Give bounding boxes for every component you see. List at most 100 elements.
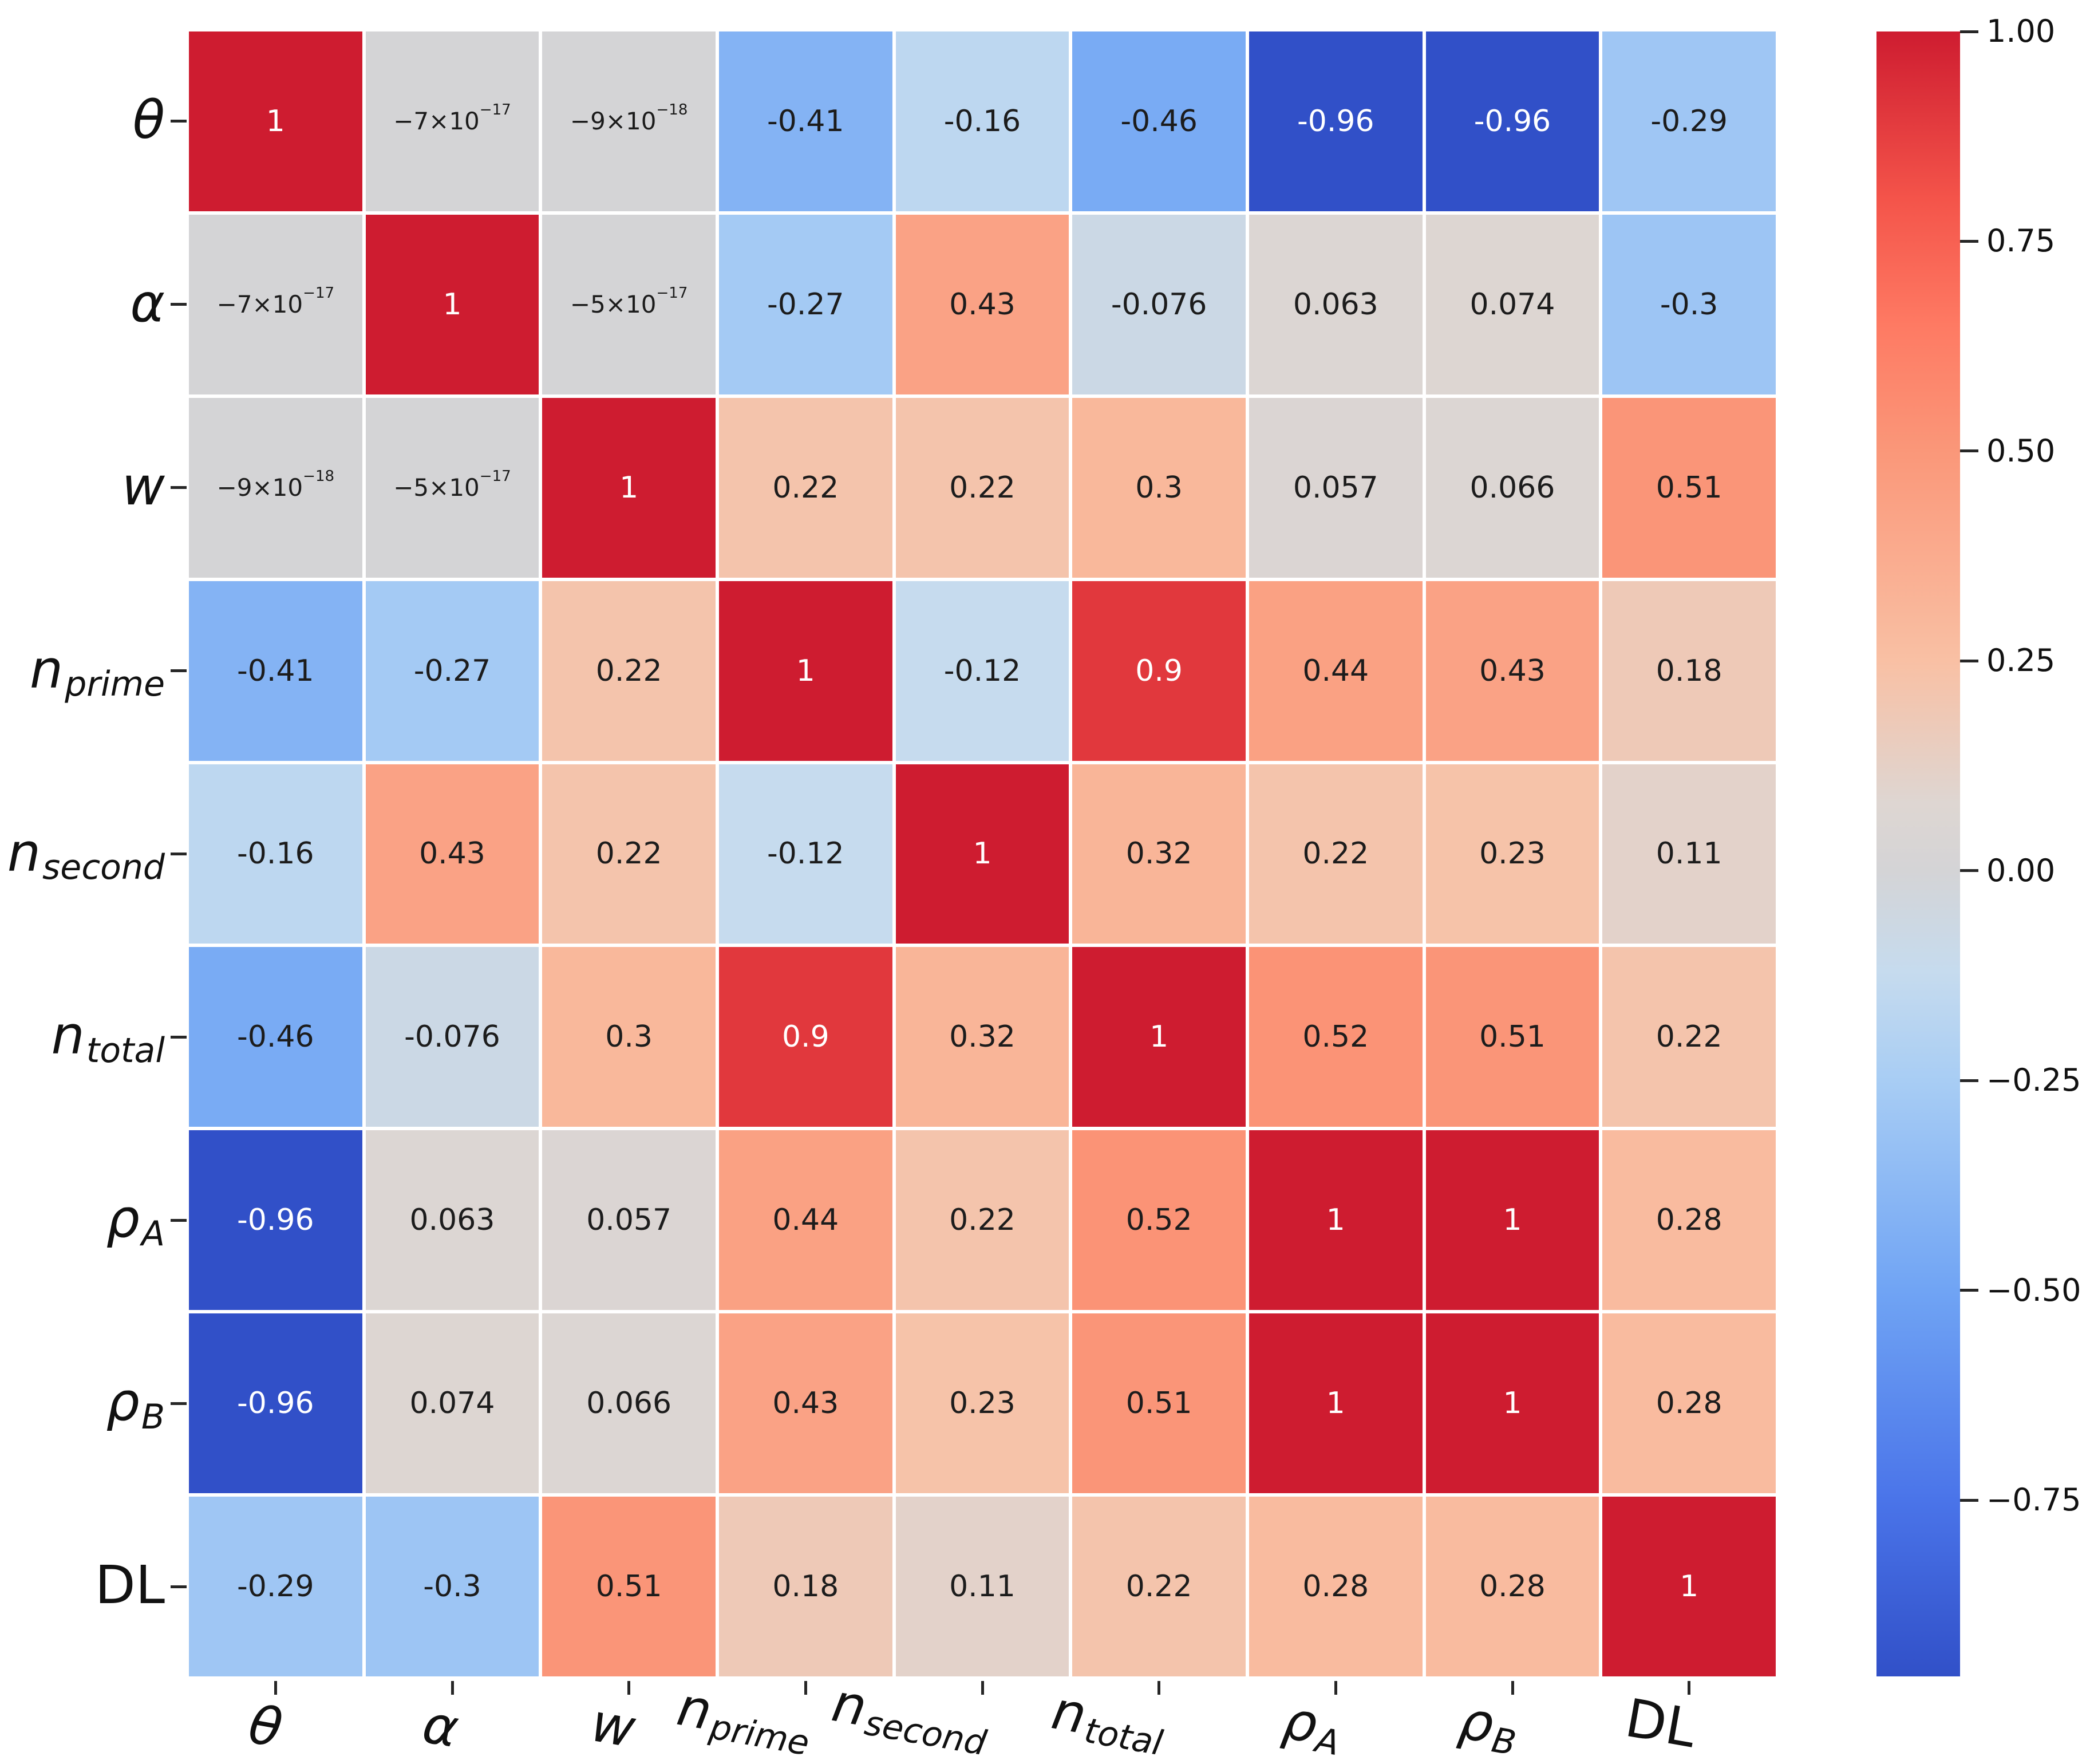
cell-value: 0.28 xyxy=(1656,1386,1722,1421)
cell-value: 0.43 xyxy=(949,287,1016,322)
cell-value: 1 xyxy=(1503,1203,1522,1238)
heatmap-cell: 0.3 xyxy=(542,947,716,1127)
heatmap-grid: 1 −7×10−17 −9×10−18 -0.41 -0.16 -0.46 -0.96 -0.… xyxy=(189,31,1776,1676)
x-tick xyxy=(1157,1681,1161,1695)
cell-value: 0.11 xyxy=(1656,836,1722,871)
cell-value: 0.22 xyxy=(949,1203,1016,1238)
cell-value: -0.27 xyxy=(413,653,491,688)
cell-value: 0.52 xyxy=(1125,1203,1192,1238)
heatmap-cell: 0.066 xyxy=(542,1313,716,1494)
heatmap-cell: 0.22 xyxy=(1249,764,1423,944)
cell-value-exponent: −17 xyxy=(656,284,688,302)
heatmap-cell: 1 xyxy=(1249,1130,1423,1311)
cell-value: −7×10−17 xyxy=(216,284,335,319)
axis-label-subscript: A xyxy=(1312,1720,1343,1764)
cell-value-exponent: −17 xyxy=(303,284,335,302)
heatmap-cell: -0.12 xyxy=(895,581,1069,761)
heatmap-cell: 0.22 xyxy=(542,581,716,761)
heatmap-cell: -0.076 xyxy=(1072,214,1246,394)
heatmap-cell: -0.41 xyxy=(189,581,362,761)
heatmap-cell: 0.28 xyxy=(1602,1130,1776,1311)
axis-label-base: n xyxy=(29,638,64,700)
heatmap-cell: −7×10−17 xyxy=(189,214,362,394)
axis-label-subscript: second xyxy=(42,847,165,887)
cell-value: 0.074 xyxy=(1469,287,1555,322)
cell-value: -0.076 xyxy=(404,1020,500,1055)
y-tick xyxy=(171,1402,187,1405)
heatmap-cell: -0.27 xyxy=(365,581,539,761)
colorbar-tick-label: 0.75 xyxy=(1986,223,2056,259)
cell-value: 0.44 xyxy=(1302,653,1369,688)
cell-value: 0.52 xyxy=(1302,1020,1369,1055)
cell-value-exponent: −17 xyxy=(479,101,511,119)
heatmap-cell: -0.16 xyxy=(189,764,362,944)
heatmap-cell: 0.43 xyxy=(895,214,1069,394)
heatmap-cell: 0.9 xyxy=(1072,581,1246,761)
cell-value: 0.22 xyxy=(595,653,662,688)
heatmap-cell: 1 xyxy=(1249,1313,1423,1494)
cell-value: 1 xyxy=(1326,1203,1345,1238)
axis-label-subscript: total xyxy=(86,1030,165,1071)
cell-value: -0.29 xyxy=(237,1569,314,1604)
cell-value: 0.22 xyxy=(1125,1569,1192,1604)
heatmap-cell: 0.43 xyxy=(365,764,539,944)
colorbar-tick-label: 0.50 xyxy=(1986,432,2056,469)
cell-value: 0.074 xyxy=(409,1386,495,1421)
cell-value: 0.18 xyxy=(1656,653,1722,688)
cell-value: 0.066 xyxy=(1469,470,1555,505)
cell-value: 0.063 xyxy=(409,1203,495,1238)
heatmap-cell: −5×10−17 xyxy=(542,214,716,394)
axis-label-base: w xyxy=(587,1692,641,1760)
x-tick xyxy=(1334,1681,1337,1695)
heatmap-cell: 0.18 xyxy=(718,1497,892,1676)
cell-value: -0.3 xyxy=(423,1569,481,1604)
y-axis-label: α xyxy=(130,277,165,330)
axis-label-base: θ xyxy=(244,1694,287,1760)
heatmap-cell: 1 xyxy=(718,581,892,761)
heatmap-cell: 0.44 xyxy=(718,1130,892,1311)
heatmap-cell: 0.51 xyxy=(1602,397,1776,578)
cell-value: 0.22 xyxy=(1302,836,1369,871)
heatmap-cell: -0.41 xyxy=(718,31,892,211)
colorbar-gradient xyxy=(1876,31,1960,1676)
heatmap-cell: 0.22 xyxy=(1602,947,1776,1127)
heatmap-cell: -0.96 xyxy=(189,1313,362,1494)
x-tick xyxy=(451,1681,454,1695)
y-tick xyxy=(171,1035,187,1039)
cell-value: −7×10−17 xyxy=(393,101,511,136)
y-tick xyxy=(171,120,187,123)
x-axis-label: θ xyxy=(244,1694,287,1759)
x-axis-label: w xyxy=(587,1692,640,1759)
cell-value: −9×10−18 xyxy=(570,101,688,136)
heatmap-cell: 0.52 xyxy=(1072,1130,1246,1311)
x-axis-label: α xyxy=(418,1694,463,1760)
cell-value: 0.3 xyxy=(1135,470,1183,505)
cell-value: 0.18 xyxy=(772,1569,839,1604)
axis-label-subscript: A xyxy=(141,1213,165,1254)
cell-value-exponent: −18 xyxy=(303,467,335,485)
cell-value: -0.41 xyxy=(767,104,844,139)
y-tick xyxy=(171,853,187,855)
cell-value: 0.22 xyxy=(772,470,839,505)
axis-label-base: n xyxy=(7,822,41,883)
colorbar-tick xyxy=(1960,869,1978,873)
colorbar-tick-label: 0.00 xyxy=(1986,852,2056,889)
colorbar-tick xyxy=(1960,30,1978,33)
cell-value: 0.3 xyxy=(605,1020,653,1055)
axis-label-base: w xyxy=(121,455,165,517)
heatmap-cell: 0.23 xyxy=(1425,764,1599,944)
cell-value-exponent: −17 xyxy=(479,467,511,485)
cell-value: -0.46 xyxy=(237,1020,314,1055)
cell-value: 0.28 xyxy=(1302,1569,1369,1604)
axis-label-subscript: prime xyxy=(65,664,165,704)
heatmap-cell: 0.51 xyxy=(1072,1313,1246,1494)
heatmap-cell: 0.22 xyxy=(895,397,1069,578)
heatmap-cell: 0.063 xyxy=(1249,214,1423,394)
axis-label-base: n xyxy=(51,1005,85,1067)
cell-value: 0.057 xyxy=(1293,470,1378,505)
heatmap-cell: 0.063 xyxy=(365,1130,539,1311)
heatmap-cell: -0.076 xyxy=(365,947,539,1127)
cell-value: 1 xyxy=(1326,1386,1345,1421)
axis-label-subscript: second xyxy=(861,1703,989,1764)
heatmap-cell: 1 xyxy=(542,397,716,578)
